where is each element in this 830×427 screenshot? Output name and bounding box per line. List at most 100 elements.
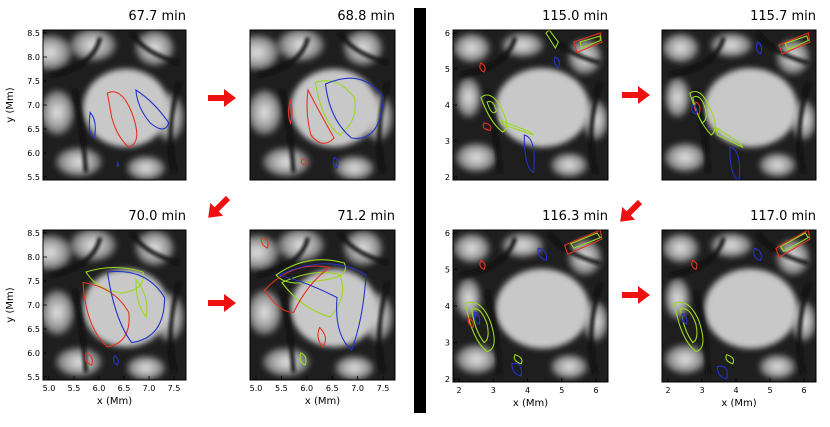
contour-overlay xyxy=(82,266,166,366)
green-contour xyxy=(299,352,307,366)
red-contour xyxy=(300,158,307,166)
x-tick-label: 6.0 xyxy=(93,384,106,393)
panel-title: 117.0 min xyxy=(750,209,816,224)
green-contour xyxy=(784,35,809,51)
blue-contour xyxy=(473,311,481,326)
blue-contour xyxy=(332,156,339,169)
x-tick-label: 7.0 xyxy=(143,384,156,393)
contour-overlay xyxy=(287,77,384,169)
red-contour xyxy=(778,32,811,55)
blue-contour xyxy=(135,88,170,130)
panel-title: 71.2 min xyxy=(337,209,395,224)
blue-contour xyxy=(729,146,741,180)
panel-frame xyxy=(249,29,396,181)
x-tick-label: 3 xyxy=(491,386,496,395)
panels-layer: 67.7 min 5.5 6.0 6.5 7.0 7.5 8.0 8.5 y (Mm) 68.8 … xyxy=(5,9,817,409)
panel-1: 67.7 min 5.5 6.0 6.5 7.0 7.5 8.0 8.5 y (Mm) xyxy=(5,9,187,182)
panel-title: 116.3 min xyxy=(542,209,608,224)
y-tick-label: 6.5 xyxy=(27,125,40,134)
y-tick-label: 4 xyxy=(445,302,450,311)
x-tick-label: 5.0 xyxy=(43,384,56,393)
panel-2: 68.8 min xyxy=(249,9,396,181)
sequence-arrow xyxy=(208,294,236,312)
blue-contour xyxy=(716,365,728,380)
granulation-image xyxy=(250,230,395,380)
blue-contour xyxy=(755,41,763,55)
blue-contour xyxy=(523,134,535,174)
red-contour xyxy=(317,326,327,348)
panel-frame xyxy=(661,229,817,383)
y-tick-label: 7.0 xyxy=(27,301,40,310)
contour-overlay xyxy=(88,88,170,168)
green-contour xyxy=(85,266,144,294)
panel-divider xyxy=(414,8,426,413)
green-contour xyxy=(679,308,698,344)
x-tick-label: 6 xyxy=(801,386,806,395)
blue-contour xyxy=(537,247,548,262)
y-tick-label: 5 xyxy=(445,266,450,275)
blue-contour xyxy=(106,270,166,344)
y-tick-label: 2 xyxy=(445,173,450,182)
y-tick-label: 3 xyxy=(445,137,450,146)
red-contour xyxy=(479,259,486,271)
red-contour xyxy=(84,352,93,366)
panel-title: 68.8 min xyxy=(337,9,395,24)
granulation-image xyxy=(43,230,186,380)
y-tick-label: 7.5 xyxy=(27,77,40,86)
blue-contour xyxy=(681,312,688,326)
green-contour xyxy=(135,277,148,319)
red-contour xyxy=(573,32,603,54)
granulation-image xyxy=(662,230,816,382)
red-contour xyxy=(563,230,603,256)
panel-5: 115.0 min23456y (Mm) xyxy=(415,9,609,182)
sequence-arrow xyxy=(622,286,650,304)
green-contour xyxy=(513,353,523,365)
y-tick-label: 6.0 xyxy=(27,349,40,358)
blue-contour xyxy=(88,111,96,139)
x-tick-label: 5.5 xyxy=(68,384,81,393)
sequence-arrow xyxy=(622,86,650,104)
panel-title: 67.7 min xyxy=(128,9,186,24)
x-axis-label: x (Mm) xyxy=(721,398,756,409)
panel-6: 115.7 min xyxy=(661,9,817,181)
contour-overlay xyxy=(464,230,603,377)
blue-contour xyxy=(691,104,698,115)
y-tick-label: 8.5 xyxy=(27,229,40,238)
green-contour xyxy=(486,100,497,114)
contour-overlay xyxy=(479,30,603,174)
granulation-image xyxy=(453,230,608,382)
blue-contour xyxy=(511,362,522,377)
green-contour xyxy=(464,301,495,353)
blue-contour xyxy=(112,355,119,366)
x-tick-label: 4 xyxy=(733,386,738,395)
y-tick-label: 3 xyxy=(445,339,450,348)
sequence-arrow xyxy=(208,195,231,218)
contour-overlay xyxy=(260,236,367,366)
green-contour xyxy=(569,232,602,249)
green-contour xyxy=(314,80,356,136)
panel-7: 116.3 min2345623456y (Mm)x (Mm) xyxy=(415,209,609,409)
blue-contour xyxy=(277,263,367,351)
panel-frame xyxy=(249,229,396,381)
x-tick-label: 2 xyxy=(665,386,670,395)
green-contour xyxy=(725,353,735,365)
arrows-layer xyxy=(208,86,650,312)
sequence-arrow xyxy=(208,89,236,107)
panel-title: 70.0 min xyxy=(128,209,186,224)
y-tick-label: 7.0 xyxy=(27,101,40,110)
granulation-image xyxy=(250,30,395,180)
x-tick-label: 5 xyxy=(767,386,772,395)
green-contour xyxy=(779,232,810,253)
y-tick-label: 6.5 xyxy=(27,325,40,334)
green-contour xyxy=(545,30,560,50)
x-tick-label: 5 xyxy=(559,386,564,395)
red-contour xyxy=(106,91,138,148)
y-tick-label: 5.5 xyxy=(27,373,40,382)
panel-8: 117.0 min 2 3 4 5 6 x (Mm) xyxy=(661,209,817,409)
green-contour xyxy=(579,35,601,49)
green-contour xyxy=(275,259,346,284)
x-tick-label: 6.0 xyxy=(300,384,313,393)
x-tick-label: 7.5 xyxy=(168,384,181,393)
blue-contour xyxy=(553,56,560,69)
